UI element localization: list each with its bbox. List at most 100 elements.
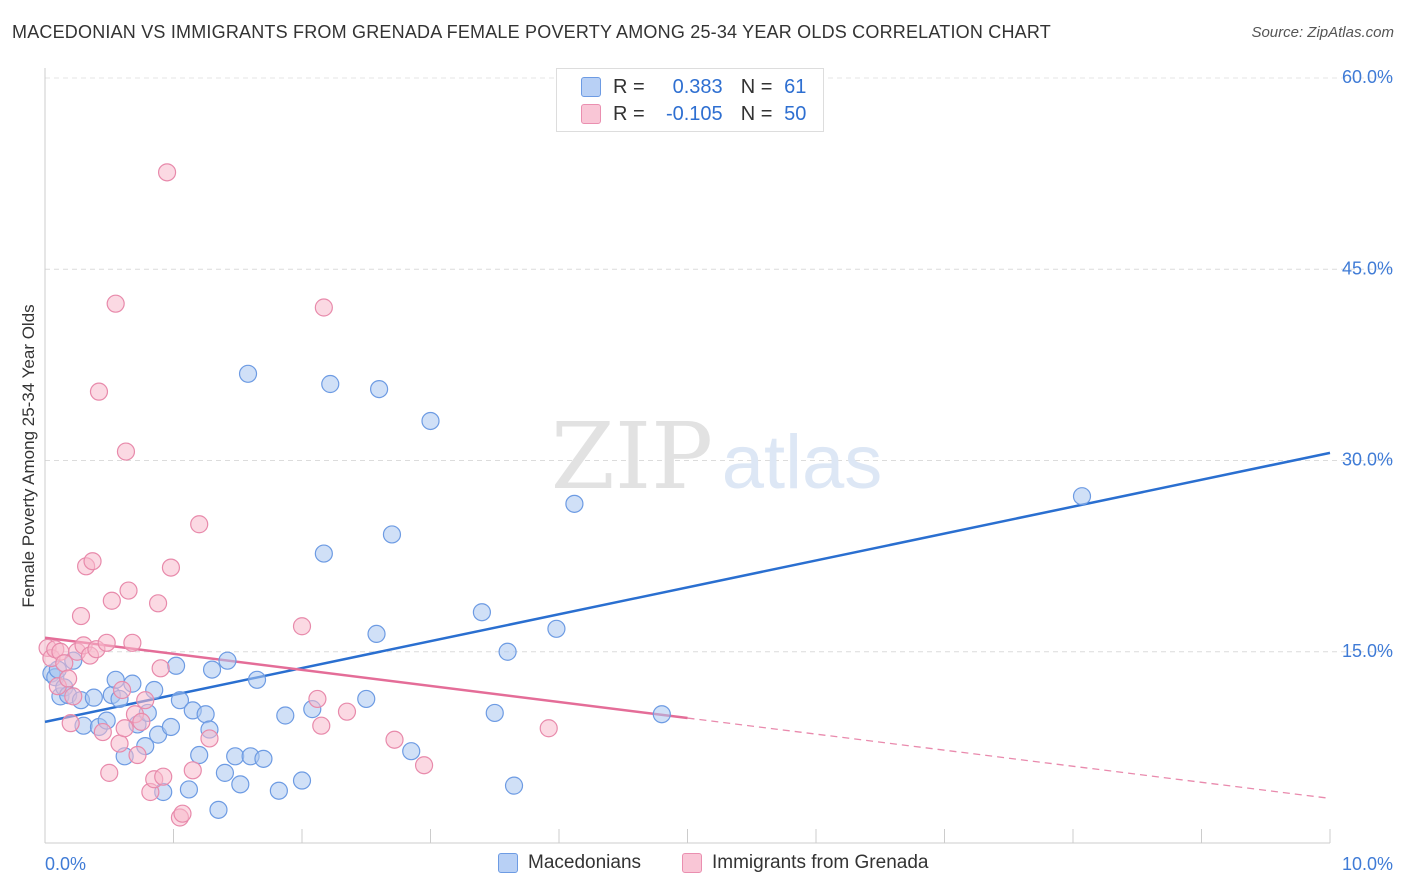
watermark: ZIP atlas bbox=[551, 403, 882, 510]
point-macedonians bbox=[402, 742, 421, 761]
point-macedonians bbox=[254, 749, 273, 768]
legend-row-grenada: R = -0.105 N = 50 bbox=[581, 101, 806, 127]
point-macedonians bbox=[196, 705, 215, 724]
point-grenada bbox=[59, 669, 78, 688]
point-macedonians bbox=[485, 703, 504, 723]
watermark-atlas: atlas bbox=[722, 420, 883, 505]
y-tick-label: 30.0% bbox=[1342, 450, 1393, 470]
y-tick-label: 15.0% bbox=[1342, 641, 1393, 661]
point-macedonians bbox=[321, 374, 340, 394]
axes bbox=[44, 68, 1331, 844]
point-macedonians bbox=[357, 689, 376, 709]
point-grenada bbox=[106, 294, 125, 313]
trend-line-extension bbox=[687, 717, 1331, 800]
point-grenada bbox=[110, 734, 129, 753]
legend-n-value-1: 61 bbox=[784, 75, 807, 98]
point-grenada bbox=[93, 722, 112, 742]
point-macedonians bbox=[218, 651, 237, 670]
point-macedonians bbox=[226, 747, 245, 766]
data-points bbox=[38, 163, 1092, 827]
y-axis-label: Female Poverty Among 25-34 Year Olds bbox=[19, 304, 38, 607]
point-grenada bbox=[116, 442, 136, 461]
point-grenada bbox=[292, 617, 312, 636]
point-grenada bbox=[151, 659, 170, 678]
point-macedonians bbox=[421, 411, 440, 431]
point-macedonians bbox=[84, 688, 103, 707]
bottom-legend-swatch-blue bbox=[498, 853, 518, 873]
point-macedonians bbox=[179, 780, 199, 799]
legend-row-macedonians: R = 0.383 N = 61 bbox=[581, 74, 806, 100]
point-grenada bbox=[161, 558, 181, 577]
point-grenada bbox=[123, 633, 142, 652]
point-grenada bbox=[64, 687, 83, 706]
point-macedonians bbox=[314, 544, 333, 563]
point-grenada bbox=[83, 552, 102, 571]
point-grenada bbox=[112, 680, 132, 700]
point-grenada bbox=[157, 163, 177, 182]
bottom-legend-grenada[interactable]: Immigrants from Grenada bbox=[682, 852, 928, 874]
point-grenada bbox=[97, 633, 116, 652]
point-grenada bbox=[89, 382, 109, 401]
legend-r-value-2: -0.105 bbox=[665, 102, 723, 125]
legend-swatch-blue bbox=[581, 77, 601, 97]
point-grenada bbox=[414, 756, 434, 775]
point-macedonians bbox=[215, 763, 234, 782]
point-macedonians bbox=[370, 380, 389, 399]
point-macedonians bbox=[565, 494, 584, 513]
y-tick-label: 60.0% bbox=[1342, 67, 1393, 87]
point-macedonians bbox=[547, 619, 566, 638]
point-grenada bbox=[314, 298, 333, 317]
point-grenada bbox=[148, 594, 168, 613]
point-grenada bbox=[539, 719, 558, 738]
point-macedonians bbox=[170, 691, 190, 710]
watermark-zip: ZIP bbox=[551, 403, 713, 510]
tick-labels: 15.0% 30.0% 45.0% 60.0% 0.0% 10.0% bbox=[45, 67, 1393, 874]
correlation-legend: R = 0.383 N = 61 R = -0.105 N = 50 bbox=[556, 68, 824, 132]
point-macedonians bbox=[269, 781, 288, 800]
bottom-legend-macedonians[interactable]: Macedonians bbox=[498, 852, 641, 874]
point-grenada bbox=[136, 691, 155, 710]
point-grenada bbox=[71, 606, 91, 626]
point-grenada bbox=[312, 716, 331, 735]
point-macedonians bbox=[238, 364, 258, 383]
y-tick-label: 45.0% bbox=[1342, 258, 1393, 278]
bottom-legend-label-1: Macedonians bbox=[528, 852, 642, 873]
point-macedonians bbox=[202, 660, 222, 679]
point-grenada bbox=[308, 689, 327, 709]
legend-r-label: R = bbox=[613, 102, 645, 125]
point-grenada bbox=[200, 729, 219, 748]
point-macedonians bbox=[652, 705, 671, 724]
legend-swatch-pink bbox=[581, 104, 601, 124]
point-macedonians bbox=[161, 717, 181, 737]
point-grenada bbox=[115, 719, 134, 738]
point-macedonians bbox=[498, 642, 517, 661]
point-macedonians bbox=[472, 603, 491, 622]
point-macedonians bbox=[1072, 487, 1092, 506]
point-grenada bbox=[102, 591, 121, 610]
point-grenada bbox=[61, 714, 80, 733]
point-macedonians bbox=[231, 775, 250, 794]
point-grenada bbox=[190, 515, 209, 534]
point-grenada bbox=[100, 763, 119, 782]
trend-line-grenada bbox=[44, 636, 688, 720]
point-macedonians bbox=[276, 706, 295, 725]
point-grenada bbox=[337, 702, 357, 721]
x-tick-label: 10.0% bbox=[1342, 854, 1393, 874]
bottom-legend-swatch-pink bbox=[682, 853, 702, 873]
point-grenada bbox=[128, 745, 147, 765]
bottom-legend-label-2: Immigrants from Grenada bbox=[712, 852, 929, 873]
point-macedonians bbox=[209, 800, 228, 819]
point-grenada bbox=[173, 804, 192, 823]
point-macedonians bbox=[247, 670, 267, 689]
legend-n-label: N = bbox=[740, 102, 773, 125]
point-grenada bbox=[385, 730, 404, 749]
point-macedonians bbox=[367, 624, 386, 644]
point-grenada bbox=[119, 581, 138, 600]
point-macedonians bbox=[166, 656, 186, 675]
legend-r-label: R = bbox=[613, 75, 645, 98]
source-label: Source: ZipAtlas.com bbox=[1251, 24, 1394, 41]
x-tick-label: 0.0% bbox=[45, 854, 86, 874]
point-macedonians bbox=[382, 525, 402, 544]
point-macedonians bbox=[504, 776, 524, 795]
legend-n-value-2: 50 bbox=[784, 102, 807, 125]
